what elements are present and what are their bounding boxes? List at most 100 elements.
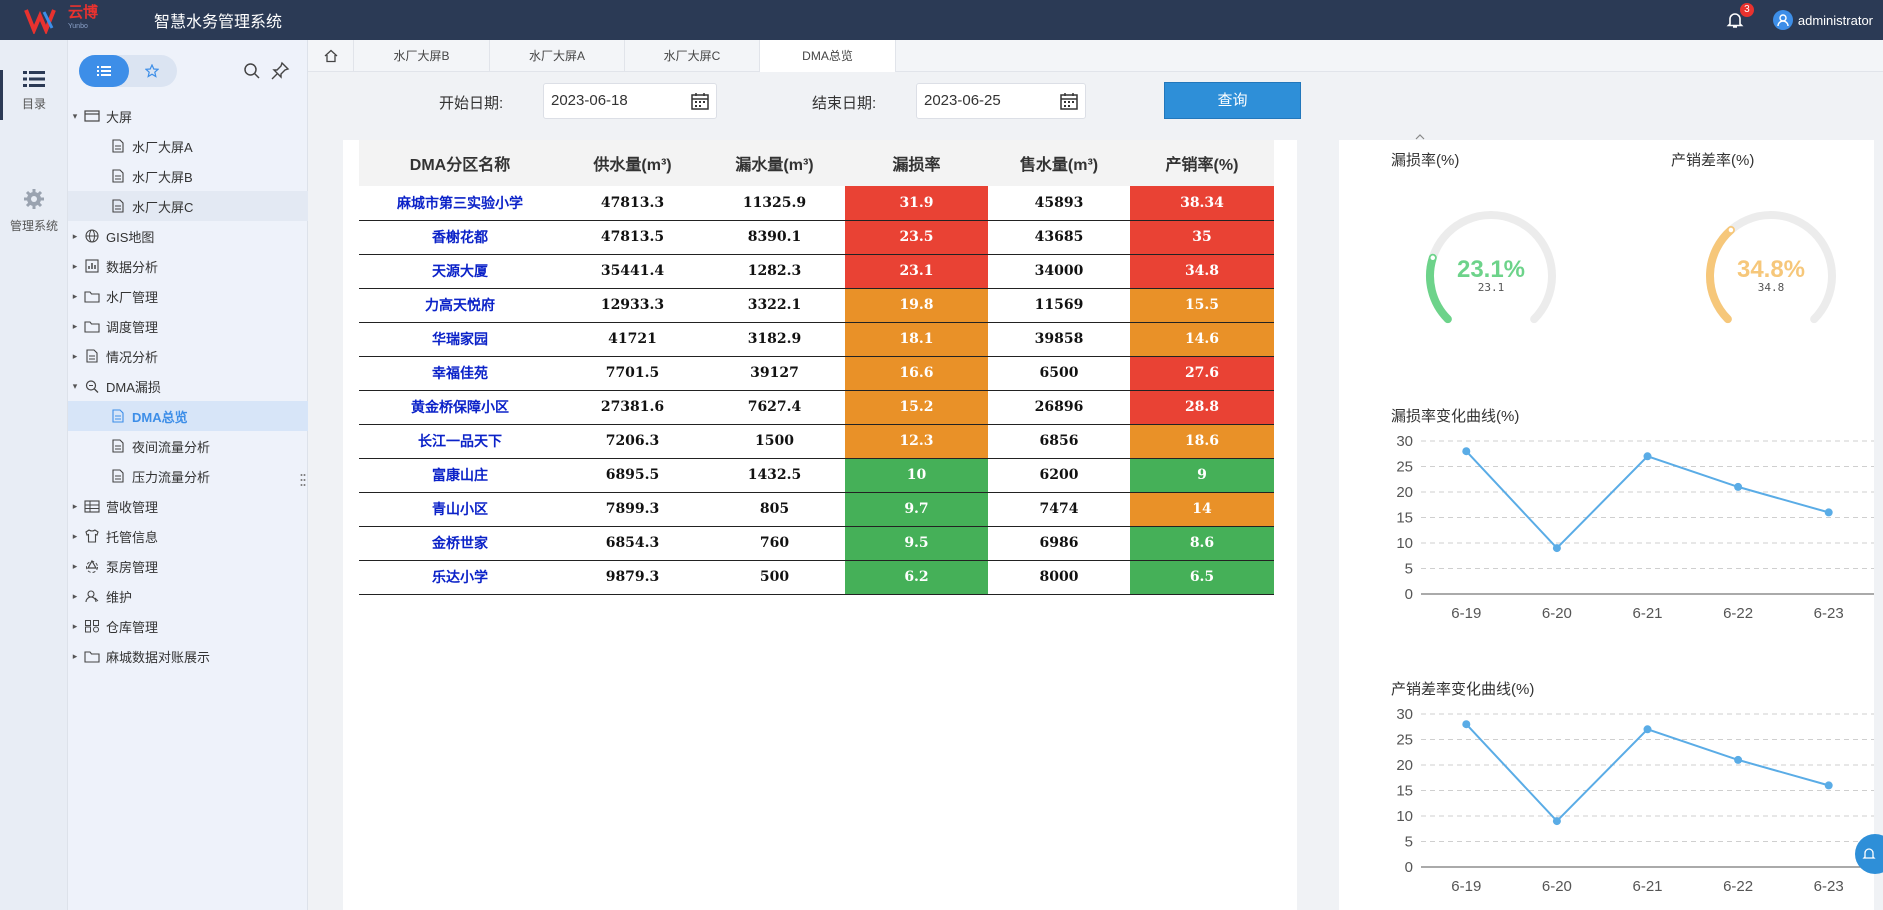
cell-leakage: 1282.3: [704, 254, 845, 289]
sidebar-item-label: 托管信息: [106, 529, 159, 545]
logo-text: 云博 Yunbo: [68, 5, 98, 34]
sidebar-item-custody-info[interactable]: ▸ 托管信息: [68, 521, 308, 551]
doc-icon: [112, 439, 124, 453]
caret-right-icon: ▸: [72, 320, 78, 331]
tree-view-button[interactable]: [79, 55, 129, 87]
sidebar-search-button[interactable]: [242, 61, 262, 81]
sidebar-item-revenue-management[interactable]: ▸ 营收管理: [68, 491, 308, 521]
doc-icon: [112, 199, 124, 213]
floating-assistant-button[interactable]: [1855, 834, 1883, 874]
cell-sales-rate: 8.6: [1130, 526, 1274, 561]
table-row: 力高天悦府 12933.3 3322.1 19.8 11569 15.5: [359, 288, 1274, 323]
sidebar-item-dma-leakage[interactable]: ▾ DMA漏损: [68, 371, 308, 401]
rail-label-catalog: 目录: [21, 97, 46, 111]
app-title: 智慧水务管理系统: [154, 14, 283, 31]
sidebar-item-warehouse-management[interactable]: ▸ 仓库管理: [68, 611, 308, 641]
sidebar-item-maintenance[interactable]: ▸ 维护: [68, 581, 308, 611]
favorites-button[interactable]: [127, 55, 177, 87]
cell-leakage: 1500: [704, 424, 845, 459]
bell-icon: [1862, 848, 1876, 859]
tab-plant-screen-a[interactable]: 水厂大屏A: [490, 40, 625, 72]
sidebar: ▾ 大屏 水厂大屏A 水厂大屏B 水厂大屏C ▸ GIS地图 ▸ 数据分析 ▸ 水厂管理 ▸ 调度管理 ▸…: [68, 40, 308, 910]
sidebar-item-dma-overview[interactable]: DMA总览: [68, 401, 308, 431]
pin-icon: [271, 61, 290, 80]
rail-item-catalog[interactable]: 目录: [0, 70, 68, 120]
notification-button[interactable]: 3: [1725, 3, 1754, 30]
y-tick-label: 30: [1396, 706, 1413, 723]
sidebar-item-screen[interactable]: ▾ 大屏: [68, 101, 308, 131]
cell-dma-name: 乐达小学: [359, 560, 561, 595]
folder-icon: [84, 321, 100, 333]
list-icon: [97, 66, 111, 76]
user-menu[interactable]: administrator: [1772, 10, 1873, 30]
tab-plant-screen-c[interactable]: 水厂大屏C: [625, 40, 760, 72]
sidebar-item-macheng-reconciliation[interactable]: ▸ 麻城数据对账展示: [68, 641, 308, 671]
caret-right-icon: ▸: [72, 350, 78, 361]
data-point: [1462, 447, 1471, 456]
collapse-chevron-icon[interactable]: [1415, 134, 1425, 140]
sidebar-item-pressure-flow-analysis[interactable]: 压力流量分析: [68, 461, 308, 491]
sidebar-item-data-analysis[interactable]: ▸ 数据分析: [68, 251, 308, 281]
tab-dma-overview[interactable]: DMA总览: [760, 40, 896, 72]
doc-icon: [112, 469, 124, 483]
cell-sales-rate: 9: [1130, 458, 1274, 493]
sidebar-item-plant-management[interactable]: ▸ 水厂管理: [68, 281, 308, 311]
cell-leak-rate: 18.1: [845, 322, 988, 357]
table-row: 香榭花都 47813.5 8390.1 23.5 43685 35: [359, 220, 1274, 255]
sidebar-item-plant-screen-c[interactable]: 水厂大屏C: [68, 191, 308, 221]
sales-diff-gauge-title: 产销差率(%): [1671, 152, 1755, 169]
sidebar-item-situation-analysis[interactable]: ▸ 情况分析: [68, 341, 308, 371]
screen-icon: [84, 110, 100, 122]
gauge-pointer: [1429, 254, 1437, 262]
sidebar-item-pump-room-management[interactable]: ▸ 泵房管理: [68, 551, 308, 581]
caret-right-icon: ▸: [72, 500, 78, 511]
sidebar-item-label: 水厂大屏B: [132, 169, 193, 185]
y-tick-label: 10: [1396, 535, 1413, 552]
sidebar-item-plant-screen-b[interactable]: 水厂大屏B: [68, 161, 308, 191]
cell-sales: 7474: [988, 492, 1130, 527]
doc-icon: [112, 409, 124, 423]
header-leak-rate: 漏损率: [845, 140, 988, 186]
query-button[interactable]: 查询: [1164, 82, 1301, 119]
cell-sales: 8000: [988, 560, 1130, 595]
table-header-row: DMA分区名称 供水量(m³) 漏水量(m³) 漏损率 售水量(m³) 产销率(…: [359, 140, 1274, 186]
tab-home[interactable]: [308, 40, 354, 72]
sidebar-item-plant-screen-a[interactable]: 水厂大屏A: [68, 131, 308, 161]
cell-sales-rate: 28.8: [1130, 390, 1274, 425]
cell-leakage: 8390.1: [704, 220, 845, 255]
end-date-input[interactable]: 2023-06-25: [916, 83, 1086, 119]
cell-sales: 11569: [988, 288, 1130, 323]
sales-diff-gauge: 34.8%34.8: [1706, 211, 1836, 324]
sidebar-item-label: 数据分析: [106, 259, 159, 275]
cell-sales: 6986: [988, 526, 1130, 561]
cell-dma-name: 长江一品天下: [359, 424, 561, 459]
sidebar-pin-button[interactable]: [270, 61, 290, 81]
start-date-input[interactable]: 2023-06-18: [543, 83, 717, 119]
list-icon: [23, 71, 45, 87]
cell-leakage: 39127: [704, 356, 845, 391]
leak-gauge-title: 漏损率(%): [1391, 152, 1460, 169]
filter-bar: 开始日期: 2023-06-18 结束日期: 2023-06-25 查询: [308, 72, 1883, 140]
gauge-subvalue: 34.8: [1758, 281, 1785, 294]
gauge-fill: [1706, 225, 1735, 324]
caret-down-icon: ▾: [72, 110, 78, 121]
cell-leak-rate: 9.7: [845, 492, 988, 527]
globe-icon: [85, 229, 99, 243]
sidebar-item-gis-map[interactable]: ▸ GIS地图: [68, 221, 308, 251]
sidebar-item-night-flow-analysis[interactable]: 夜间流量分析: [68, 431, 308, 461]
cell-sales: 39858: [988, 322, 1130, 357]
cell-leak-rate: 10: [845, 458, 988, 493]
dma-table: DMA分区名称 供水量(m³) 漏水量(m³) 漏损率 售水量(m³) 产销率(…: [359, 140, 1274, 595]
cell-supply: 7701.5: [561, 356, 704, 391]
tab-plant-screen-b[interactable]: 水厂大屏B: [354, 40, 490, 72]
sidebar-item-label: DMA漏损: [106, 379, 161, 395]
gauge-value: 23.1%: [1457, 256, 1525, 283]
logo-subtext: Yunbo: [68, 23, 88, 30]
sidebar-item-label: 泵房管理: [106, 559, 159, 575]
sidebar-item-dispatch-management[interactable]: ▸ 调度管理: [68, 311, 308, 341]
rail-item-admin[interactable]: 管理系统: [0, 188, 68, 234]
data-point: [1734, 755, 1743, 764]
cell-supply: 27381.6: [561, 390, 704, 425]
sidebar-resize-handle[interactable]: [300, 472, 306, 488]
folder-icon: [84, 291, 100, 303]
